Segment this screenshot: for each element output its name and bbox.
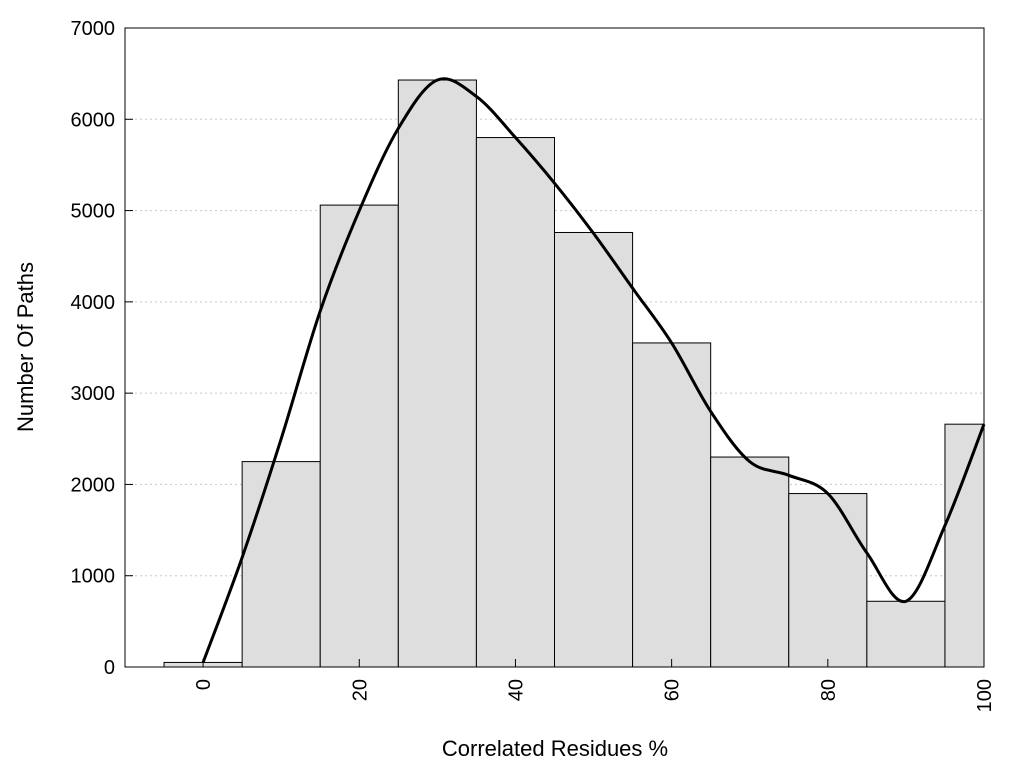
y-axis: 0 1000 2000 3000 4000 5000 6000 7000: [71, 18, 133, 679]
y-tick-label-5000: 5000: [71, 201, 116, 223]
histogram-bar-7: [710, 456, 790, 668]
histogram-bars: [163, 79, 985, 668]
x-axis: 0 20 40 60 80 100: [193, 659, 996, 712]
density-curve-layer: [201, 77, 986, 663]
x-tick-label-80: 80: [818, 679, 840, 701]
x-axis-label: Correlated Residues %: [442, 736, 668, 761]
x-tick-label-40: 40: [505, 679, 527, 701]
histogram-bar-3: [397, 79, 477, 668]
x-tick-label-20: 20: [349, 679, 371, 701]
y-axis-label: Number Of Paths: [13, 262, 38, 432]
y-tick-label-3000: 3000: [71, 383, 116, 405]
histogram-bar-5: [554, 231, 634, 668]
y-tick-label-6000: 6000: [71, 109, 116, 131]
histogram-bar-9: [866, 600, 946, 668]
histogram-bar-1: [241, 461, 321, 668]
histogram-bar-2: [319, 204, 399, 668]
y-tick-label-7000: 7000: [71, 18, 116, 40]
x-tick-label-60: 60: [662, 679, 684, 701]
plot-frame: [124, 27, 985, 668]
histogram-bar-4: [475, 137, 555, 668]
histogram-bar-10: [944, 423, 985, 668]
histogram-bar-6: [632, 342, 712, 668]
y-tick-label-0: 0: [104, 657, 115, 679]
y-tick-label-2000: 2000: [71, 474, 116, 496]
x-tick-label-100: 100: [974, 679, 996, 712]
histogram-bar-8: [788, 493, 868, 668]
density-curve: [201, 77, 986, 663]
y-tick-label-4000: 4000: [71, 292, 116, 314]
y-tick-label-1000: 1000: [71, 566, 116, 588]
x-tick-label-0: 0: [193, 679, 215, 690]
